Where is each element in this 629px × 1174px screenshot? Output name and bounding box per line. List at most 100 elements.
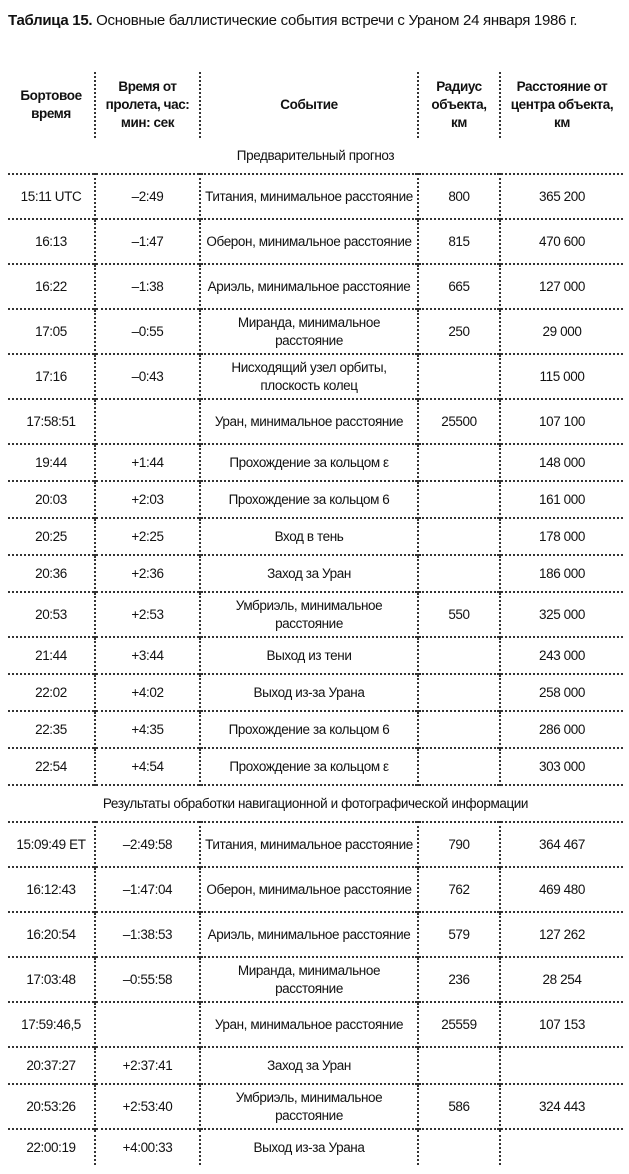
cell-radius: 800: [417, 174, 500, 219]
cell-onboard-time: 16:22: [35, 278, 67, 294]
cell-event: Прохождение за кольцом 6: [199, 711, 418, 748]
table-row: 17:03:48 –0:55:58 Миранда, минимальное рас…: [8, 957, 623, 1002]
cell-time-from-flyby: –1:47:04: [94, 867, 200, 912]
cell-radius: 579: [417, 912, 500, 957]
table-row: 22:35 +4:35 Прохождение за кольцом 6 286 00…: [8, 711, 623, 748]
table-caption: Таблица 15. Основные баллистические собы…: [8, 6, 623, 36]
cell-radius: 790: [417, 822, 500, 867]
cell-radius: [417, 1047, 500, 1084]
table-row: 20:25 +2:25 Вход в тень 178 000: [8, 518, 623, 555]
table-row: 15:11 UTC –2:49 Титания, минимальное расст…: [8, 174, 623, 219]
cell-radius: [417, 711, 500, 748]
cell-distance: [499, 1129, 623, 1165]
cell-distance: 364 467: [499, 822, 623, 867]
cell-radius: 550: [417, 592, 500, 637]
cell-radius: [417, 748, 500, 785]
section-title: Предварительный прогноз: [236, 147, 395, 163]
table-row: 19:44 +1:44 Прохождение за кольцом ε 148 00…: [8, 444, 623, 481]
cell-onboard-time: 15:11 UTC: [20, 188, 82, 204]
cell-onboard-time: 22:02: [35, 684, 67, 700]
cell-event: Ариэль, минимальное расстояние: [199, 912, 418, 957]
cell-radius: 762: [417, 867, 500, 912]
header-time-from-flyby: Время от пролета, час: мин: сек: [94, 72, 200, 138]
table-row: 20:53:26 +2:53:40 Умбриэль, минимальное ра…: [8, 1084, 623, 1129]
table-row: 22:00:19 +4:00:33 Выход из-за Урана: [8, 1129, 623, 1165]
cell-onboard-time: 17:59:46,5: [21, 1016, 81, 1032]
cell-onboard-time: 17:16: [35, 368, 67, 384]
cell-event: Прохождение за кольцом ε: [199, 748, 418, 785]
cell-time-from-flyby: –0:55:58: [94, 957, 200, 1002]
header-radius: Радиус объекта, км: [417, 72, 500, 138]
cell-radius: 815: [417, 219, 500, 264]
cell-time-from-flyby: +2:53:40: [94, 1084, 200, 1129]
cell-distance: 186 000: [499, 555, 623, 592]
cell-onboard-time: 16:12:43: [26, 881, 76, 897]
cell-onboard-time: 16:20:54: [26, 926, 76, 942]
cell-distance: 127 000: [499, 264, 623, 309]
cell-time-from-flyby: +2:37:41: [94, 1047, 200, 1084]
caption-text: Основные баллистические события встречи …: [96, 12, 578, 29]
cell-event: Прохождение за кольцом ε: [199, 444, 418, 481]
table-row: 20:03 +2:03 Прохождение за кольцом 6 161 00…: [8, 481, 623, 518]
cell-onboard-time: 15:09:49 ET: [16, 836, 86, 852]
cell-radius: 665: [417, 264, 500, 309]
cell-onboard-time: 17:05: [35, 323, 67, 339]
cell-event: Умбриэль, минимальное расстояние: [199, 1084, 418, 1129]
header-distance: Расстояние от центра объекта, км: [499, 72, 623, 138]
cell-time-from-flyby: +4:35: [94, 711, 200, 748]
cell-time-from-flyby: +4:00:33: [94, 1129, 200, 1165]
section-row: Результаты обработки навигационной и фот…: [8, 785, 623, 822]
caption-label: Таблица 15.: [8, 12, 93, 29]
cell-radius: 586: [417, 1084, 500, 1129]
cell-radius: [417, 1129, 500, 1165]
cell-event: Оберон, минимальное расстояние: [199, 219, 418, 264]
cell-onboard-time: 20:37:27: [26, 1057, 76, 1073]
cell-onboard-time: 22:00:19: [26, 1139, 76, 1155]
table-row: 16:20:54 –1:38:53 Ариэль, минимальное расс…: [8, 912, 623, 957]
cell-distance: 243 000: [499, 637, 623, 674]
encounter-table: Бортовое время Время от пролета, час: ми…: [8, 72, 623, 1165]
cell-radius: [417, 518, 500, 555]
cell-onboard-time: 22:35: [35, 721, 67, 737]
cell-distance: [499, 1047, 623, 1084]
cell-event: Прохождение за кольцом 6: [199, 481, 418, 518]
table-row: 22:02 +4:02 Выход из-за Урана 258 000: [8, 674, 623, 711]
header-event: Событие: [199, 72, 418, 138]
cell-time-from-flyby: –1:38: [94, 264, 200, 309]
cell-time-from-flyby: –1:47: [94, 219, 200, 264]
table-row: 20:37:27 +2:37:41 Заход за Уран: [8, 1047, 623, 1084]
cell-time-from-flyby: –0:43: [94, 354, 200, 399]
cell-radius: 25559: [417, 1002, 500, 1047]
cell-event: Вход в тень: [199, 518, 418, 555]
cell-radius: [417, 444, 500, 481]
cell-time-from-flyby: +1:44: [94, 444, 200, 481]
table-row: 17:59:46,5 Уран, минимальное расстояние 25…: [8, 1002, 623, 1047]
table-row: 17:16 –0:43 Нисходящий узел орбиты, плоско…: [8, 354, 623, 399]
cell-time-from-flyby: [94, 1002, 200, 1047]
cell-time-from-flyby: +2:36: [94, 555, 200, 592]
cell-distance: 178 000: [499, 518, 623, 555]
cell-distance: 365 200: [499, 174, 623, 219]
cell-distance: 115 000: [499, 354, 623, 399]
section-title: Результаты обработки навигационной и фот…: [102, 795, 529, 811]
cell-onboard-time: 17:58:51: [26, 413, 76, 429]
cell-radius: 236: [417, 957, 500, 1002]
cell-time-from-flyby: [94, 399, 200, 444]
cell-event: Титания, минимальное расстояние: [199, 174, 418, 219]
table-row: 17:05 –0:55 Миранда, минимальное расстояни…: [8, 309, 623, 354]
cell-distance: 148 000: [499, 444, 623, 481]
cell-time-from-flyby: –2:49: [94, 174, 200, 219]
cell-onboard-time: 17:03:48: [26, 971, 76, 987]
cell-radius: 250: [417, 309, 500, 354]
cell-distance: 258 000: [499, 674, 623, 711]
cell-time-from-flyby: +2:25: [94, 518, 200, 555]
cell-time-from-flyby: +2:53: [94, 592, 200, 637]
cell-onboard-time: 16:13: [35, 233, 67, 249]
cell-onboard-time: 20:03: [35, 491, 67, 507]
cell-radius: 25500: [417, 399, 500, 444]
header-row: Бортовое время Время от пролета, час: ми…: [8, 72, 623, 138]
cell-distance: 161 000: [499, 481, 623, 518]
cell-time-from-flyby: –1:38:53: [94, 912, 200, 957]
cell-onboard-time: 22:54: [35, 758, 67, 774]
cell-radius: [417, 637, 500, 674]
